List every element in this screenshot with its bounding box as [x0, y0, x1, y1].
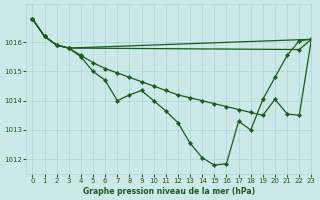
X-axis label: Graphe pression niveau de la mer (hPa): Graphe pression niveau de la mer (hPa) [83, 187, 255, 196]
